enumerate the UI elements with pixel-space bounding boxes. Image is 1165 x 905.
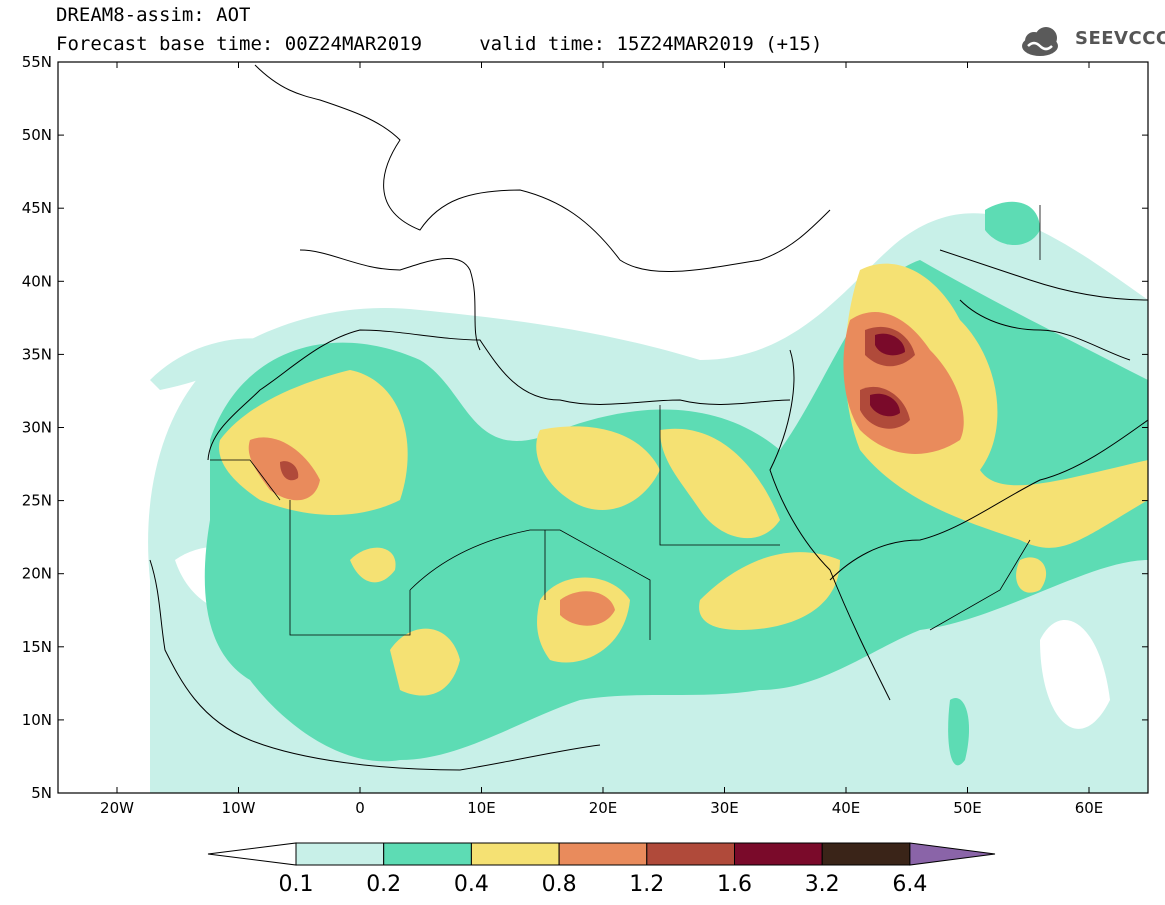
colorbar: 0.1 0.2 0.4 0.8 1.2 1.6 3.2 6.4 [207, 842, 996, 897]
aot-shading [58, 62, 1148, 793]
colorbar-label: 6.4 [892, 872, 927, 897]
lat-label: 45N [22, 199, 52, 217]
lon-label: 50E [953, 799, 982, 817]
lon-label: 20W [100, 799, 134, 817]
colorbar-label: 1.6 [717, 872, 752, 897]
lon-label: 10W [222, 799, 256, 817]
lon-label: 10E [467, 799, 496, 817]
colorbar-upper-arrow [909, 842, 996, 866]
colorbar-lower-arrow [207, 842, 297, 866]
colorbar-label: 0.4 [454, 872, 489, 897]
latitude-axis: 55N 50N 45N 40N 35N 30N 25N 20N 15N 10N 5N [22, 53, 1148, 802]
cloud-icon [1022, 27, 1058, 56]
colorbar-block [383, 842, 472, 866]
lat-label: 20N [22, 565, 52, 583]
lat-label: 25N [22, 492, 52, 510]
colorbar-block [470, 842, 560, 866]
lon-label: 30E [710, 799, 739, 817]
lat-label: 50N [22, 126, 52, 144]
colorbar-label: 1.2 [629, 872, 664, 897]
colorbar-label: 3.2 [805, 872, 840, 897]
lat-label: 15N [22, 638, 52, 656]
forecast-time-line: Forecast base time: 00Z24MAR2019 valid t… [56, 33, 823, 55]
lat-label: 40N [22, 272, 52, 290]
colorbar-label: 0.8 [542, 872, 577, 897]
colorbar-label: 0.1 [279, 872, 314, 897]
colorbar-block [821, 842, 911, 866]
lon-label: 0 [355, 799, 365, 817]
lon-label: 60E [1075, 799, 1104, 817]
colorbar-block [295, 842, 385, 866]
colorbar-label: 0.2 [366, 872, 401, 897]
coastlines [149, 64, 1148, 771]
lat-label: 55N [22, 53, 52, 71]
colorbar-block [646, 842, 735, 866]
lon-label: 40E [832, 799, 861, 817]
lat-label: 5N [31, 784, 52, 802]
country-borders [210, 205, 1041, 640]
lat-label: 10N [22, 711, 52, 729]
colorbar-block [734, 842, 823, 866]
map-title: DREAM8-assim: AOT [56, 4, 251, 26]
logo-text: SEEVCCC [1075, 28, 1165, 49]
seevccc-logo [1022, 27, 1058, 56]
lat-label: 30N [22, 419, 52, 437]
lon-label: 20E [589, 799, 618, 817]
lat-label: 35N [22, 345, 52, 363]
longitude-axis: 20W 10W 0 10E 20E 30E 40E 50E 60E [100, 62, 1103, 817]
colorbar-block [558, 842, 648, 866]
